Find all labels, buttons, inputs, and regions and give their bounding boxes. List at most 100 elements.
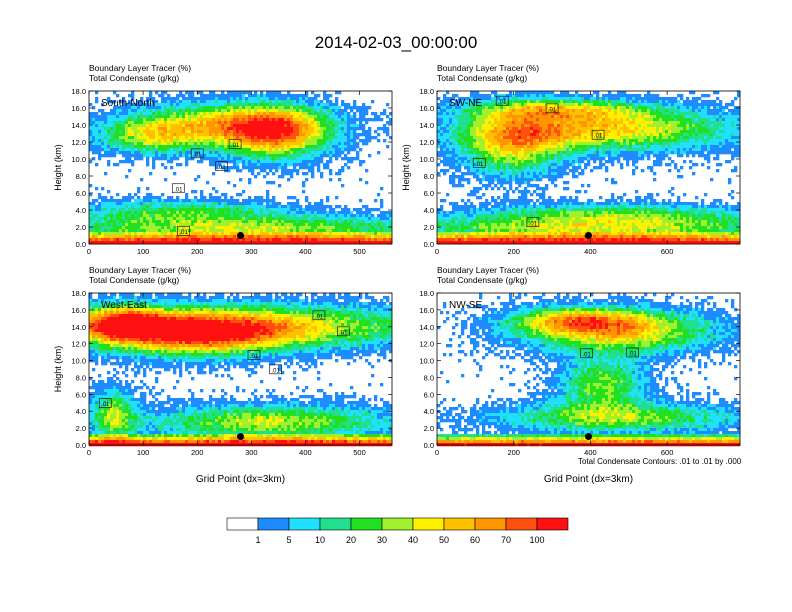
- shade-cell: [350, 235, 354, 239]
- shade-cell: [608, 127, 612, 131]
- shade-cell: [689, 100, 693, 104]
- shade-cell: [134, 148, 138, 152]
- shade-cell: [155, 217, 159, 221]
- shade-cell: [92, 202, 96, 206]
- shade-cell: [122, 196, 126, 200]
- shade-cell: [644, 115, 648, 119]
- shade-cell: [224, 124, 228, 128]
- shade-cell: [173, 235, 177, 239]
- shade-cell: [209, 208, 213, 212]
- shade-cell: [638, 112, 642, 116]
- shade-cell: [212, 199, 216, 203]
- shade-cell: [494, 109, 498, 113]
- shade-cell: [173, 151, 177, 155]
- shade-cell: [194, 148, 198, 152]
- shade-cell: [275, 241, 279, 245]
- shade-cell: [551, 118, 555, 122]
- shade-cell: [494, 130, 498, 134]
- shade-cell: [248, 157, 252, 161]
- shade-cell: [119, 235, 123, 239]
- shade-cell: [350, 127, 354, 131]
- shade-cell: [272, 226, 276, 230]
- shade-cell: [362, 124, 366, 128]
- shade-cell: [113, 223, 117, 227]
- shade-cell: [290, 142, 294, 146]
- shade-cell: [203, 232, 207, 236]
- shade-cell: [626, 118, 630, 122]
- shade-cell: [257, 196, 261, 200]
- shade-cell: [662, 106, 666, 110]
- shade-cell: [566, 103, 570, 107]
- shade-cell: [650, 121, 654, 125]
- shade-cell: [200, 226, 204, 230]
- shade-cell: [287, 205, 291, 209]
- shade-cell: [284, 133, 288, 137]
- shade-cell: [359, 139, 363, 143]
- shade-cell: [260, 118, 264, 122]
- shade-cell: [236, 199, 240, 203]
- shade-cell: [107, 151, 111, 155]
- shade-cell: [170, 214, 174, 218]
- shade-cell: [179, 151, 183, 155]
- shade-cell: [143, 124, 147, 128]
- shade-cell: [101, 238, 105, 242]
- shade-cell: [302, 127, 306, 131]
- shade-cell: [122, 214, 126, 218]
- shade-cell: [182, 151, 186, 155]
- shade-cell: [290, 139, 294, 143]
- shade-cell: [371, 232, 375, 236]
- shade-cell: [134, 151, 138, 155]
- shade-cell: [326, 139, 330, 143]
- shade-cell: [530, 124, 534, 128]
- shade-cell: [209, 136, 213, 140]
- shade-cell: [326, 145, 330, 149]
- shade-cell: [197, 232, 201, 236]
- shade-cell: [563, 100, 567, 104]
- shade-cell: [674, 97, 678, 101]
- shade-cell: [206, 103, 210, 107]
- shade-cell: [164, 208, 168, 212]
- shade-cell: [305, 226, 309, 230]
- shade-cell: [278, 166, 282, 170]
- shade-cell: [173, 133, 177, 137]
- shade-cell: [305, 145, 309, 149]
- shade-cell: [311, 241, 315, 245]
- shade-cell: [278, 238, 282, 242]
- shade-cell: [221, 241, 225, 245]
- shade-cell: [233, 124, 237, 128]
- shade-cell: [509, 112, 513, 116]
- shade-cell: [125, 175, 129, 179]
- shade-cell: [476, 118, 480, 122]
- shade-cell: [527, 97, 531, 101]
- shade-cell: [710, 127, 714, 131]
- shade-cell: [269, 160, 273, 164]
- shade-cell: [254, 226, 258, 230]
- shade-cell: [284, 112, 288, 116]
- shade-cell: [125, 142, 129, 146]
- shade-cell: [656, 97, 660, 101]
- shade-cell: [296, 148, 300, 152]
- shade-cell: [95, 127, 99, 131]
- shade-cell: [158, 130, 162, 134]
- shade-cell: [206, 214, 210, 218]
- shade-cell: [188, 106, 192, 110]
- shade-cell: [710, 124, 714, 128]
- shade-cell: [347, 106, 351, 110]
- shade-cell: [368, 118, 372, 122]
- shade-cell: [122, 220, 126, 224]
- shade-cell: [203, 103, 207, 107]
- shade-cell: [491, 91, 495, 95]
- shade-cell: [512, 127, 516, 131]
- shade-cell: [293, 94, 297, 98]
- shade-cell: [524, 130, 528, 134]
- shade-cell: [254, 139, 258, 143]
- shade-cell: [113, 145, 117, 149]
- shade-cell: [587, 115, 591, 119]
- shade-cell: [311, 121, 315, 125]
- shade-cell: [242, 214, 246, 218]
- shade-cell: [266, 160, 270, 164]
- shade-cell: [194, 103, 198, 107]
- shade-cell: [128, 106, 132, 110]
- shade-cell: [629, 94, 633, 98]
- shade-cell: [326, 97, 330, 101]
